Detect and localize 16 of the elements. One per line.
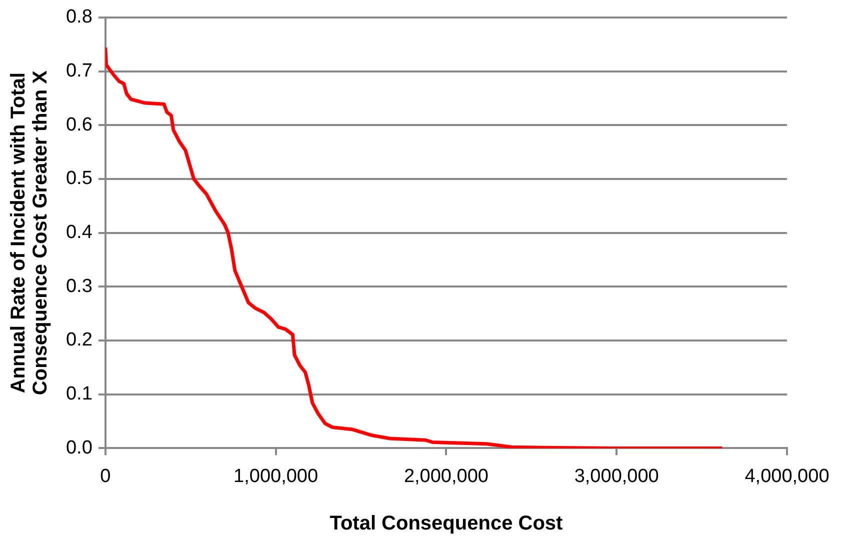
y-tick-label: 0.6 xyxy=(66,114,92,136)
x-tick-label: 2,000,000 xyxy=(404,466,488,487)
y-tick-label: 0.5 xyxy=(66,168,92,190)
y-tick-label: 0.7 xyxy=(66,60,92,82)
y-tick-label: 0.8 xyxy=(66,6,92,28)
x-tick-label: 1,000,000 xyxy=(234,466,318,487)
x-axis-title: Total Consequence Cost xyxy=(330,512,564,535)
y-axis-title: Annual Rate of Incident with Total Consequence Cost Greater than X xyxy=(8,70,52,396)
y-tick-label: 0.1 xyxy=(66,384,92,405)
x-tick-label: 4,000,000 xyxy=(744,466,830,487)
x-tick-label: 0 xyxy=(100,466,111,487)
x-tick-label: 3,000,000 xyxy=(574,466,659,487)
y-tick-label: 0.4 xyxy=(66,222,93,244)
y-tick-label: 0.3 xyxy=(66,276,92,297)
y-tick-label: 0.2 xyxy=(66,330,92,351)
y-tick-label: 0.0 xyxy=(66,437,92,458)
